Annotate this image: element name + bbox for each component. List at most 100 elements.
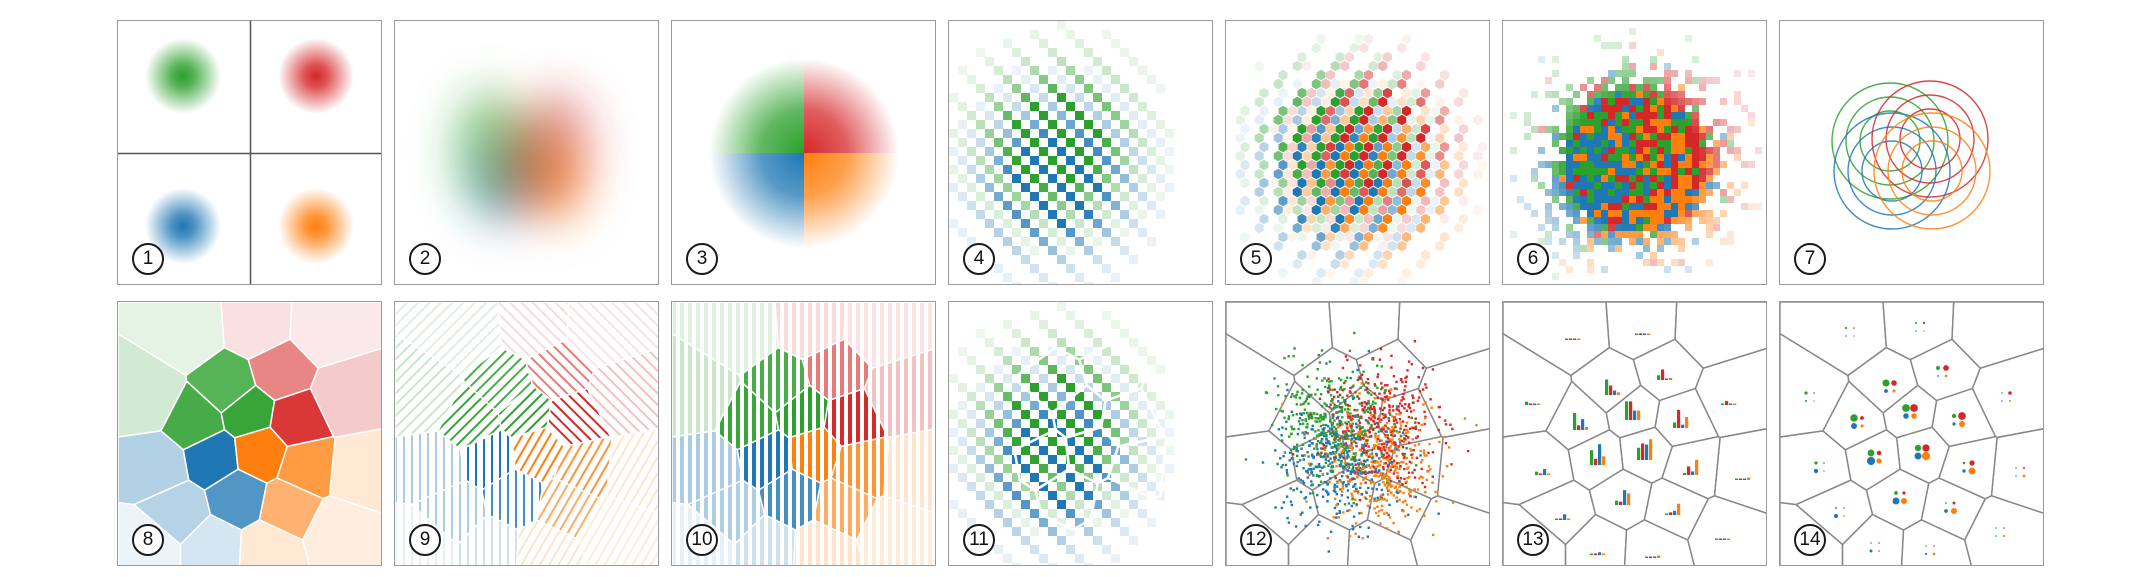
panel-number-badge: 5 bbox=[1240, 243, 1272, 275]
panel-graphic bbox=[1226, 302, 1489, 565]
panel-number-badge: 7 bbox=[1794, 243, 1826, 275]
circle-glyph bbox=[1804, 391, 1815, 402]
contour-green bbox=[1831, 82, 1949, 200]
circle-glyph bbox=[1962, 460, 1976, 475]
voronoi-edge bbox=[1503, 332, 1573, 438]
circle-glyph bbox=[2015, 467, 2026, 478]
panel-number-badge: 11 bbox=[963, 524, 995, 556]
panel-dominant-class-density: 3 bbox=[671, 20, 936, 285]
bar-glyph bbox=[1683, 459, 1699, 475]
voronoi-edge bbox=[1661, 435, 1721, 500]
circle-glyph bbox=[1914, 444, 1931, 461]
voronoi-edge bbox=[1226, 302, 1334, 377]
voronoi-edge bbox=[1643, 477, 1710, 541]
panel-voronoi-circle-glyphs: 14 bbox=[1779, 301, 2044, 566]
panel-four-separate-density-maps: 1 bbox=[117, 20, 382, 285]
density-blob-red bbox=[278, 38, 354, 114]
weave-cells bbox=[949, 302, 1174, 565]
bar-glyph bbox=[1525, 401, 1541, 405]
voronoi-pattern-orange bbox=[792, 519, 864, 565]
voronoi-edge bbox=[1990, 428, 2043, 514]
panel-graphic bbox=[1510, 28, 1762, 280]
voronoi-edge bbox=[1780, 430, 1852, 506]
circle-glyph bbox=[1813, 461, 1825, 474]
density-blob-blue bbox=[145, 188, 221, 264]
panel-number-badge: 4 bbox=[963, 243, 995, 275]
bar-glyph bbox=[1565, 338, 1581, 340]
voronoi-edge bbox=[1226, 332, 1296, 438]
voronoi-edge bbox=[1963, 495, 2043, 565]
density-blob-orange bbox=[278, 188, 354, 264]
panel-voronoi-bar-glyphs: 13 bbox=[1502, 301, 1767, 566]
panel-number-badge: 12 bbox=[1240, 524, 1272, 556]
voronoi-pattern-blue bbox=[733, 513, 797, 565]
bar-glyph bbox=[1735, 477, 1751, 480]
panel-number-badge: 9 bbox=[409, 524, 441, 556]
panel-number-badge: 10 bbox=[686, 524, 718, 556]
hex-cells bbox=[1235, 33, 1487, 284]
voronoi-edge bbox=[1686, 495, 1766, 565]
voronoi-edge bbox=[1436, 428, 1489, 514]
bar-glyph bbox=[1673, 409, 1689, 428]
panel-random-pixel-weaving: 6 bbox=[1502, 20, 1767, 285]
blend-overlap bbox=[497, 111, 553, 211]
random-pixels bbox=[1510, 28, 1762, 280]
circle-glyph bbox=[1902, 404, 1918, 419]
voronoi-edge bbox=[1674, 302, 1766, 369]
contour-rings bbox=[1831, 80, 1991, 230]
bar-glyph bbox=[1590, 552, 1606, 555]
panel-number-badge: 14 bbox=[1794, 524, 1826, 556]
panel-graphic bbox=[1235, 33, 1487, 284]
contour-orange bbox=[1873, 112, 1991, 230]
voronoi-edge bbox=[1346, 519, 1418, 565]
voronoi-edge bbox=[1951, 302, 2043, 369]
contour-orange bbox=[1901, 140, 1963, 202]
bar-glyph bbox=[1645, 555, 1661, 558]
circle-glyph bbox=[1936, 365, 1949, 378]
panel-graphic bbox=[672, 302, 935, 565]
panel-graphic bbox=[455, 91, 591, 226]
panel-number-badge: 8 bbox=[132, 524, 164, 556]
contour-red bbox=[1885, 94, 1975, 184]
circle-glyph bbox=[1882, 379, 1897, 393]
circle-glyph bbox=[1833, 507, 1845, 519]
voronoi-edge bbox=[1694, 347, 1766, 439]
bar-glyph bbox=[1657, 369, 1673, 380]
voronoi-edge bbox=[1971, 347, 2043, 439]
voronoi-edge bbox=[1900, 519, 1972, 565]
circle-glyph bbox=[1866, 449, 1882, 466]
circle-glyph bbox=[1944, 501, 1958, 515]
voronoi-pattern-red bbox=[566, 302, 658, 370]
bar-glyph bbox=[1605, 379, 1621, 395]
circle-glyph bbox=[1914, 321, 1926, 332]
panel-graphic bbox=[118, 21, 381, 284]
voronoi-pattern-blue bbox=[456, 513, 520, 565]
voronoi-pattern-red bbox=[843, 302, 935, 370]
panel-contour-circles: 7 bbox=[1779, 20, 2044, 285]
voronoi-edge bbox=[1882, 384, 1938, 439]
panel-number-badge: 6 bbox=[1517, 243, 1549, 275]
panel-graphic bbox=[949, 302, 1174, 565]
voronoi-pattern-orange bbox=[812, 477, 879, 541]
bar-glyph bbox=[1637, 439, 1653, 460]
voronoi-edge bbox=[1841, 513, 1905, 565]
voronoi-edge bbox=[1713, 428, 1766, 514]
bar-glyph bbox=[1615, 490, 1631, 505]
contour-blue bbox=[1861, 140, 1923, 202]
circle-glyph bbox=[1995, 527, 2006, 538]
voronoi-pattern-orange bbox=[515, 519, 587, 565]
voronoi-edge bbox=[1226, 430, 1298, 506]
panel-voronoi-weaving: 11 bbox=[948, 301, 1213, 566]
panel-number-badge: 1 bbox=[132, 243, 164, 275]
voronoi-edge bbox=[1409, 495, 1489, 565]
circle-glyph bbox=[1844, 326, 1855, 337]
contour-red bbox=[1871, 80, 1989, 198]
dominant-quadrant-green bbox=[672, 21, 804, 153]
bar-glyph bbox=[1590, 444, 1606, 465]
panel-graphic bbox=[949, 21, 1174, 284]
bar-glyph bbox=[1555, 514, 1571, 520]
voronoi-edge bbox=[1417, 347, 1489, 439]
panel-graphic bbox=[1503, 302, 1766, 565]
bar-glyph bbox=[1535, 469, 1551, 475]
circle-glyph bbox=[1869, 542, 1880, 553]
